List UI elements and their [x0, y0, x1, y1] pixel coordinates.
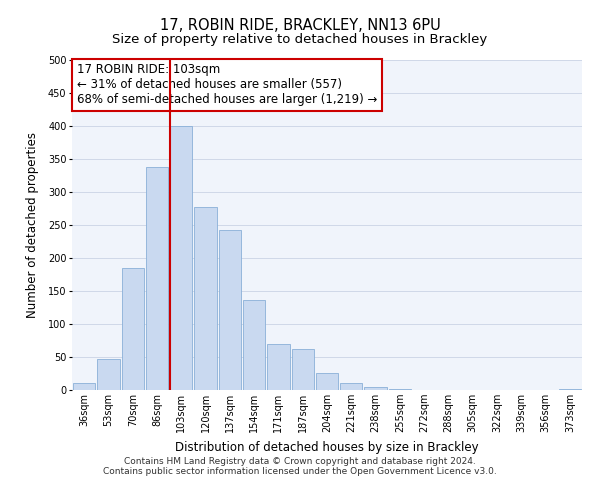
- Bar: [194, 207, 217, 390]
- Bar: [364, 388, 387, 390]
- X-axis label: Distribution of detached houses by size in Brackley: Distribution of detached houses by size …: [175, 440, 479, 454]
- Bar: [218, 230, 241, 390]
- Text: Contains public sector information licensed under the Open Government Licence v3: Contains public sector information licen…: [103, 468, 497, 476]
- Bar: [292, 349, 314, 390]
- Text: Size of property relative to detached houses in Brackley: Size of property relative to detached ho…: [112, 32, 488, 46]
- Bar: [316, 373, 338, 390]
- Text: 17 ROBIN RIDE: 103sqm
← 31% of detached houses are smaller (557)
68% of semi-det: 17 ROBIN RIDE: 103sqm ← 31% of detached …: [77, 64, 377, 106]
- Bar: [146, 167, 168, 390]
- Bar: [97, 359, 119, 390]
- Text: Contains HM Land Registry data © Crown copyright and database right 2024.: Contains HM Land Registry data © Crown c…: [124, 458, 476, 466]
- Bar: [559, 388, 581, 390]
- Bar: [243, 300, 265, 390]
- Y-axis label: Number of detached properties: Number of detached properties: [26, 132, 40, 318]
- Bar: [122, 268, 144, 390]
- Bar: [340, 384, 362, 390]
- Bar: [170, 126, 193, 390]
- Bar: [73, 384, 95, 390]
- Text: 17, ROBIN RIDE, BRACKLEY, NN13 6PU: 17, ROBIN RIDE, BRACKLEY, NN13 6PU: [160, 18, 440, 32]
- Bar: [267, 344, 290, 390]
